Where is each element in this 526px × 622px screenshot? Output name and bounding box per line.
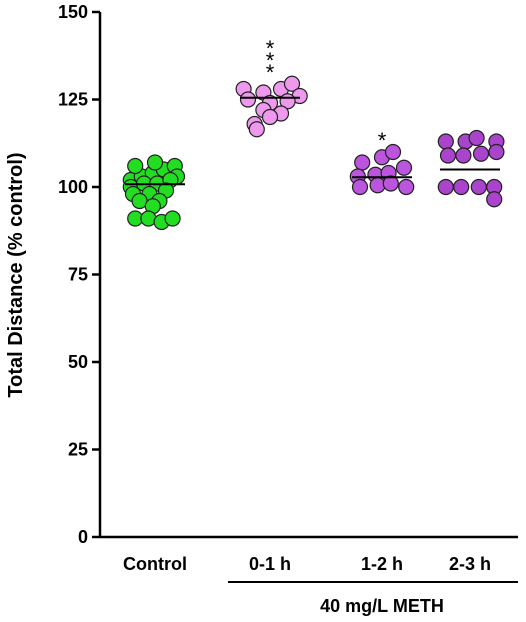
significance-star: * xyxy=(266,48,275,73)
data-point xyxy=(470,178,487,196)
data-point xyxy=(437,133,454,150)
group-label: 40 mg/L METH xyxy=(320,596,444,616)
data-point xyxy=(398,178,415,196)
data-points xyxy=(122,75,505,231)
y-tick-label: 100 xyxy=(58,177,88,197)
x-tick-label: 1-2 h xyxy=(361,554,403,574)
significance-star: * xyxy=(266,36,275,61)
data-point xyxy=(146,154,164,171)
data-point xyxy=(395,159,413,176)
y-tick-label: 125 xyxy=(58,90,88,110)
y-tick-label: 75 xyxy=(68,265,88,285)
significance-star: * xyxy=(266,60,275,85)
y-tick-label: 0 xyxy=(78,527,88,547)
y-axis-title: Total Distance (% control) xyxy=(5,152,27,397)
data-point xyxy=(455,147,472,164)
data-point xyxy=(439,147,457,164)
data-point xyxy=(369,177,386,194)
data-point xyxy=(239,91,257,108)
data-point xyxy=(468,129,485,147)
data-point xyxy=(127,157,144,175)
data-point xyxy=(472,145,490,162)
data-point xyxy=(382,175,399,192)
data-point xyxy=(488,143,505,161)
y-tick-label: 25 xyxy=(68,440,88,460)
significance-markers: **** xyxy=(266,36,387,153)
y-axis: 0 25 50 75 100 125 150 xyxy=(58,2,102,547)
data-point xyxy=(164,210,181,227)
x-axis: Control 0-1 h 1-2 h 2-3 h xyxy=(100,535,518,583)
mean-lines xyxy=(125,96,500,186)
data-point xyxy=(486,191,503,208)
data-point xyxy=(283,75,301,92)
data-point xyxy=(437,178,454,196)
x-tick-label: 0-1 h xyxy=(249,554,291,574)
y-tick-label: 50 xyxy=(68,352,88,372)
data-point xyxy=(354,154,371,171)
data-point xyxy=(351,178,369,196)
data-point xyxy=(453,178,470,196)
significance-star: * xyxy=(378,128,387,153)
data-point xyxy=(248,121,265,138)
data-point xyxy=(384,143,402,161)
y-tick-label: 150 xyxy=(58,2,88,22)
data-point xyxy=(261,108,279,126)
x-tick-label: 2-3 h xyxy=(449,554,491,574)
data-point xyxy=(140,210,157,227)
x-tick-label: Control xyxy=(123,554,187,574)
